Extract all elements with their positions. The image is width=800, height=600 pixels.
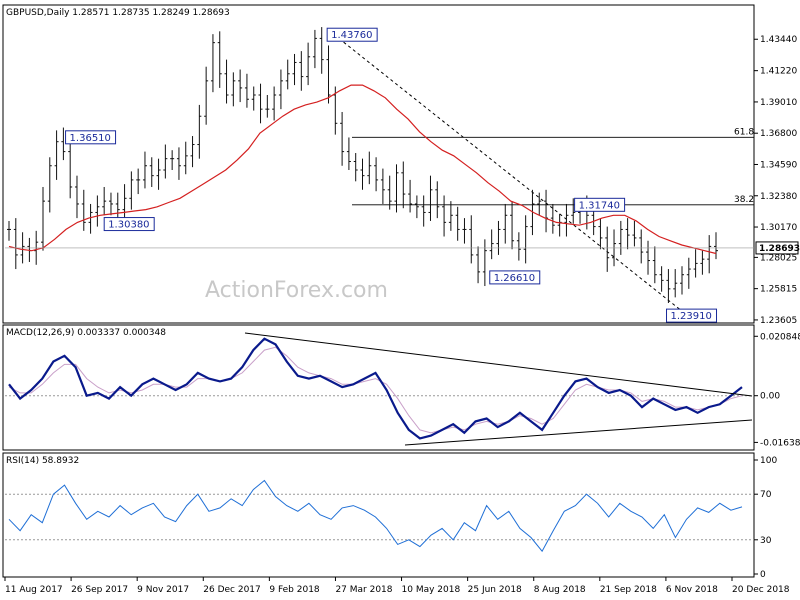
price-annotation-box [103, 217, 155, 232]
last-price-label: 1.28693 [759, 244, 800, 254]
macd-y-tick-label: 0.00 [760, 392, 780, 402]
price-y-tick-label: 1.36800 [760, 129, 797, 139]
price-y-tick-label: 1.30170 [760, 223, 797, 233]
rsi-panel: RSI(14) 58.8932 100 70 30 0 [2, 452, 777, 580]
price-y-tick-label: 1.34590 [760, 160, 797, 170]
rsi-line [8, 479, 743, 553]
price-y-tick-label: 1.28025 [760, 253, 797, 263]
price-panel-title: GBPUSD,Daily 1.28571 1.28735 1.28249 1.2… [6, 8, 230, 18]
price-y-tick-label: 1.39010 [760, 98, 797, 108]
x-axis: 11 Aug 2017 26 Sep 2017 9 Nov 2017 26 Dec 2… [4, 577, 790, 595]
last-price-marker: 1.28693 [5, 241, 800, 255]
watermark: ActionForex.com [205, 278, 388, 303]
rsi-y-axis: 100 70 30 0 [5, 456, 777, 580]
price-panel-frame [2, 4, 755, 324]
moving-average [8, 84, 717, 255]
fib-level-label: 38.2 [734, 195, 754, 205]
x-tick-label: 26 Dec 2017 [203, 585, 260, 595]
price-annotation-box [666, 308, 718, 323]
macd-y-tick-label: -0.016389 [760, 438, 800, 448]
x-tick-label: 26 Sep 2017 [71, 585, 128, 595]
price-y-tick-label: 1.23605 [760, 316, 797, 326]
price-y-tick-label: 1.25815 [760, 285, 797, 295]
price-annotation-box [326, 27, 378, 42]
macd-lines [8, 332, 753, 446]
rsi-y-tick-label: 100 [760, 456, 777, 466]
macd-line [8, 337, 743, 440]
price-annotation-label: 1.36510 [70, 133, 111, 144]
rsi-panel-frame [2, 452, 755, 578]
x-tick-label: 8 Aug 2018 [534, 585, 586, 595]
price-bars [7, 27, 718, 304]
macd-panel: MACD(12,26,9) 0.003337 0.000348 0.020848… [2, 324, 800, 451]
x-tick-label: 27 Mar 2018 [335, 585, 392, 595]
price-y-tick-label: 1.41220 [760, 67, 797, 77]
x-tick-label: 6 Nov 2018 [666, 585, 718, 595]
price-y-axis: 1.43440 1.41220 1.39010 1.36800 1.34590 1.323… [754, 35, 797, 326]
price-annotation-box [489, 270, 541, 285]
rsi-y-tick-label: 70 [760, 490, 772, 500]
rsi-line [8, 479, 743, 553]
x-tick-label: 25 Jun 2018 [468, 585, 522, 595]
price-annotation-label: 1.26610 [494, 273, 535, 284]
price-annotation-box [574, 197, 626, 212]
x-tick-label: 10 May 2018 [402, 585, 461, 595]
price-annotation-label: 1.30380 [108, 220, 149, 231]
x-tick-label: 9 Feb 2018 [269, 585, 320, 595]
price-annotation-label: 1.31740 [579, 200, 620, 211]
macd-support-line [404, 419, 753, 446]
x-tick-label: 9 Nov 2017 [137, 585, 189, 595]
x-tick-label: 21 Sep 2018 [600, 585, 657, 595]
x-tick-label: 20 Dec 2018 [732, 585, 790, 595]
fib-level-label: 61.8 [734, 127, 754, 137]
moving-average-line [8, 84, 717, 255]
macd-y-tick-label: 0.020848 [760, 332, 800, 342]
price-panel: GBPUSD,Daily 1.28571 1.28735 1.28249 1.2… [2, 4, 800, 326]
last-price-box [755, 241, 799, 255]
rsi-panel-title: RSI(14) 58.8932 [6, 456, 79, 466]
rsi-y-tick-label: 0 [760, 570, 766, 580]
price-y-tick-label: 1.32380 [760, 192, 797, 202]
price-y-tick-label: 1.43440 [760, 35, 797, 45]
rsi-y-tick-label: 30 [760, 536, 772, 546]
macd-panel-title: MACD(12,26,9) 0.003337 0.000348 [6, 328, 166, 338]
macd-panel-frame [2, 324, 755, 451]
price-annotation-box [65, 130, 117, 145]
x-tick-label: 11 Aug 2017 [5, 585, 63, 595]
price-annotation-label: 1.23910 [671, 311, 712, 322]
macd-resistance-line [244, 332, 753, 397]
price-annotation-label: 1.43760 [331, 30, 372, 41]
price-annotations: 1.43760 1.36510 1.30380 1.26610 1.31740 1.239… [65, 27, 718, 323]
